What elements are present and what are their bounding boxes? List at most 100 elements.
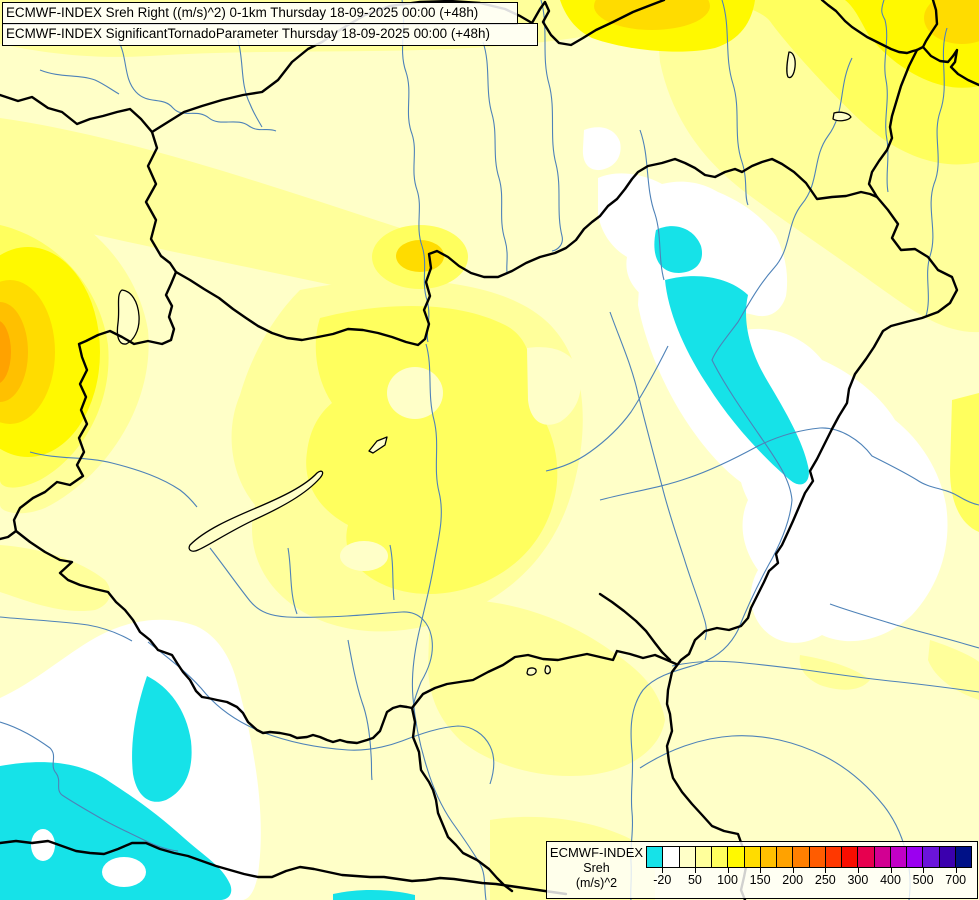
colorbar-tick [955,868,957,873]
srh-fill-region [0,545,111,611]
country-border-line [14,529,414,745]
river-line [630,57,853,900]
srh-fill-region [333,889,415,900]
colorbar-cell [857,847,874,867]
country-border-line [921,45,979,87]
map-title-line1: ECMWF-INDEX Sreh Right ((m/s)^2) 0-1km T… [6,5,479,20]
river-line [0,616,133,642]
srh-fill-region [0,321,11,383]
srh-fill-region [924,0,979,44]
srh-fill-region [0,118,458,294]
river-line [389,544,395,601]
colorbar-tick-label: -20 [653,873,672,887]
river-line [347,639,373,781]
river-line [482,41,508,273]
country-border-line [820,0,919,55]
colorbar-tick [923,868,925,873]
srh-fill-region [396,240,444,272]
colorbar-cell [759,847,776,867]
srh-fill-region [0,302,28,402]
srh-fill-region [387,367,443,419]
srh-fill-region [132,676,192,802]
colorbar-tick-label: 150 [749,873,771,887]
map-title-line2: ECMWF-INDEX SignificantTornadoParameter … [6,26,490,41]
legend-parameter-name: Sreh [583,861,610,875]
srh-fill-region [738,328,948,643]
river-line [39,69,120,95]
river-line [829,603,979,649]
colorbar-tick-label: 50 [687,873,702,887]
lake-outline [544,665,551,675]
colorbar-cell [743,847,760,867]
river-line [599,427,979,506]
river-line [545,345,669,472]
river-line [925,27,948,317]
river-line [237,39,263,128]
colorbar-tick-label: 700 [945,873,967,887]
colorbar-cell [776,847,793,867]
country-border-line [144,130,178,274]
river-line [117,39,277,132]
srh-fill-region [594,0,710,30]
colorbar-tick-label: 200 [782,873,804,887]
lake-outline [526,667,537,676]
river-line [540,0,563,252]
colorbar-tick [727,868,729,873]
map-title-line1-box: ECMWF-INDEX Sreh Right ((m/s)^2) 0-1km T… [2,2,518,25]
colorbar-cell [711,847,728,867]
lake-outline [786,51,796,79]
srh-fill-region [950,393,979,532]
country-border-line [867,48,919,199]
colorbar-cell [906,847,923,867]
river-line [639,129,665,281]
colorbar-tick [890,868,892,873]
colorbar-tick-label: 500 [912,873,934,887]
country-border-line [410,649,678,710]
river-line [411,343,487,900]
colorbar-cell [889,847,906,867]
colorbar-tick-label: 250 [814,873,836,887]
srh-fill-region [928,640,979,700]
srh-fill-region [799,655,870,690]
colorbar-tick [857,868,859,873]
colorbar-cell [841,847,858,867]
lake-outline [116,289,140,345]
river-line [209,547,433,708]
colorbar-tick-label: 100 [717,873,738,887]
srh-fill-region [654,226,703,273]
srh-fill-region [102,857,146,887]
colorbar-tick-label: 400 [880,873,901,887]
srh-fill-region [665,276,809,485]
colorbar-cell [808,847,825,867]
river-line [881,0,889,193]
colorbar-cell [938,847,955,867]
country-border-line [410,706,514,893]
srh-fill-region [0,762,232,900]
colorbar-tick-row: -20 50 100 150 200 250 300 400 500 700 [646,868,972,896]
country-border-line [665,195,959,900]
river-line [671,660,979,693]
srh-fill-region [428,599,665,776]
country-border-line [598,592,672,662]
colorbar-tick [694,868,696,873]
srh-fill-region [31,829,55,861]
lake-outline [188,470,324,552]
lake-outline [368,436,388,454]
colorbar-cell [954,847,971,867]
colorbar-cell [824,847,841,867]
country-border-line [0,93,154,134]
map-title-line2-box: ECMWF-INDEX SignificantTornadoParameter … [2,23,538,46]
legend-unit-label: (m/s)^2 [575,876,618,890]
colorbar-tick-label: 300 [847,873,869,887]
river-line [0,721,179,852]
lake-layer [116,51,852,676]
srh-fill-region [582,127,621,171]
colorbar-cell [662,847,679,867]
river-line [721,0,749,206]
colorbar-cell [792,847,809,867]
country-border-line [174,157,879,347]
lake-outline [832,111,852,122]
